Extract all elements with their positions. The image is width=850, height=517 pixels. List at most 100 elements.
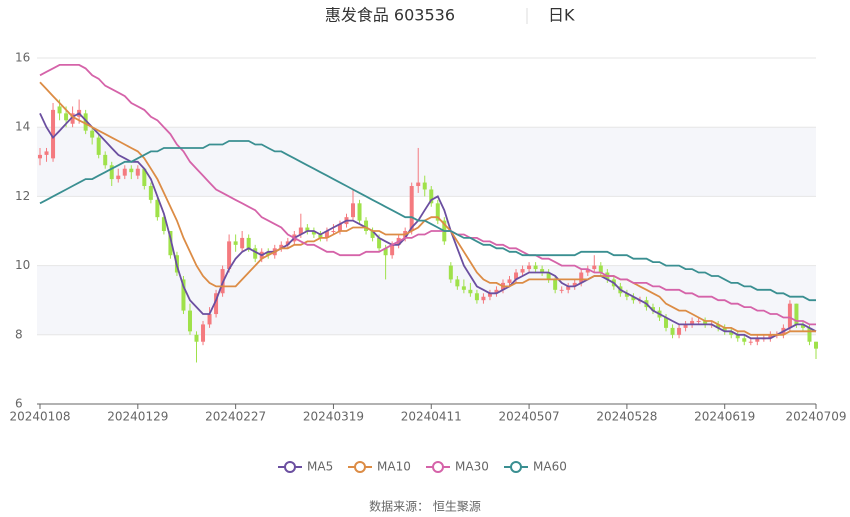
ma-line xyxy=(39,64,816,326)
candle-body xyxy=(800,324,805,328)
candle-body xyxy=(507,279,512,283)
candle-body xyxy=(148,186,153,200)
candle-body xyxy=(311,231,316,235)
candle-body xyxy=(814,341,818,349)
candle-body xyxy=(807,327,812,342)
candle-body xyxy=(194,334,199,342)
y-tick-label: 6 xyxy=(15,397,23,411)
candle-body xyxy=(83,113,88,131)
candle-body xyxy=(624,293,629,297)
candle-body xyxy=(155,199,160,218)
x-tick-label: 20240709 xyxy=(785,410,846,424)
candle-body xyxy=(533,265,538,270)
candle-body xyxy=(448,265,453,280)
x-tick-label: 20240619 xyxy=(694,410,755,424)
candle-body xyxy=(461,286,466,290)
candle-body xyxy=(429,189,434,204)
candle-body xyxy=(748,341,753,343)
candle-body xyxy=(383,248,388,256)
candle-body xyxy=(683,324,688,328)
legend-marker xyxy=(284,461,296,473)
candle-body xyxy=(64,113,69,121)
candle-body xyxy=(755,338,760,342)
candle-body xyxy=(670,327,675,335)
candle-body xyxy=(370,231,375,238)
candle-body xyxy=(579,272,584,283)
legend-marker xyxy=(354,461,366,473)
chart-title: 惠发食品 603536 xyxy=(325,6,455,25)
legend-label: MA10 xyxy=(377,460,411,474)
candle-body xyxy=(116,175,121,180)
x-tick-label: 20240227 xyxy=(205,410,266,424)
candle-body xyxy=(559,289,564,291)
candle-body xyxy=(598,265,603,273)
legend-label: MA5 xyxy=(307,460,333,474)
candle-body xyxy=(129,168,134,173)
legend-marker xyxy=(432,461,444,473)
candle-body xyxy=(416,182,421,187)
candle-body xyxy=(696,320,701,322)
candle-body xyxy=(351,203,356,218)
candle-body xyxy=(51,109,56,159)
candle-body xyxy=(729,331,734,335)
candle-body xyxy=(546,272,551,280)
candle-body xyxy=(768,334,773,339)
candle-body xyxy=(103,154,108,166)
candle-body xyxy=(187,310,192,332)
candle-body xyxy=(324,231,329,238)
candle-body xyxy=(161,217,166,231)
candle-body xyxy=(585,269,590,273)
candle-body xyxy=(481,296,486,301)
x-tick-label: 20240108 xyxy=(9,410,70,424)
ma-line xyxy=(39,140,816,302)
y-tick-label: 10 xyxy=(15,258,30,272)
candle-body xyxy=(572,282,577,287)
candle-body xyxy=(246,237,251,249)
candle-body xyxy=(494,289,499,294)
x-tick-label: 20240411 xyxy=(401,410,462,424)
candle-body xyxy=(566,286,571,290)
candle-body xyxy=(57,106,62,114)
candle-body xyxy=(722,327,727,332)
candle-body xyxy=(690,320,695,325)
candle-body xyxy=(364,220,369,231)
candle-body xyxy=(422,182,427,190)
candle-body xyxy=(214,293,219,315)
candle-body xyxy=(96,137,101,155)
candle-body xyxy=(109,165,114,180)
candle-body xyxy=(266,251,271,256)
candle-body xyxy=(650,307,655,311)
x-tick-label: 20240528 xyxy=(596,410,657,424)
candle-body xyxy=(409,186,414,231)
candle-body xyxy=(168,231,173,256)
candle-body xyxy=(305,227,310,231)
candle-body xyxy=(716,324,721,328)
ma-line xyxy=(39,112,817,340)
candle-body xyxy=(181,279,186,311)
candle-body xyxy=(227,241,232,270)
candle-body xyxy=(279,244,284,249)
candle-body xyxy=(664,317,669,328)
candle-body xyxy=(631,296,636,301)
candle-body xyxy=(122,168,127,176)
candle-body xyxy=(207,314,212,325)
candle-body xyxy=(331,231,336,232)
y-tick-label: 12 xyxy=(15,189,30,203)
candle-body xyxy=(285,241,290,245)
chart-subtitle: 日K xyxy=(548,6,575,25)
grid-band xyxy=(37,265,816,335)
candle-body xyxy=(553,279,558,290)
y-tick-label: 8 xyxy=(15,327,23,341)
candle-body xyxy=(318,234,323,238)
legend-marker xyxy=(510,461,522,473)
legend-label: MA60 xyxy=(533,460,567,474)
candle-body xyxy=(787,303,792,328)
candle-body xyxy=(487,293,492,297)
candle-body xyxy=(742,338,747,342)
legend-label: MA30 xyxy=(455,460,489,474)
y-tick-label: 16 xyxy=(15,51,30,65)
candle-body xyxy=(468,289,473,294)
candle-body xyxy=(455,279,460,287)
candle-body xyxy=(794,303,799,325)
